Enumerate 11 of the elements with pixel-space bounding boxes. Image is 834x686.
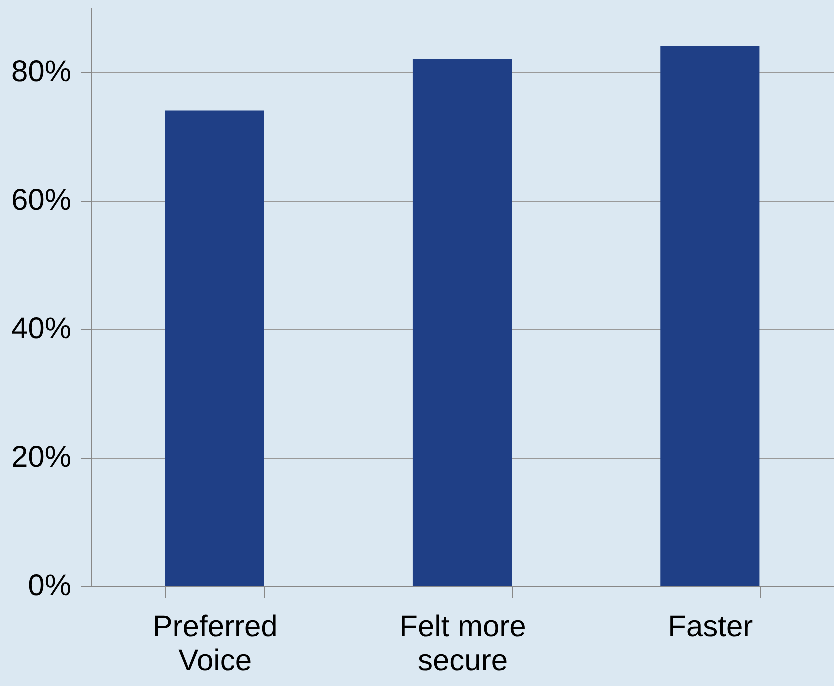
y-tick-label: 80% [11,56,72,89]
y-tick-label: 20% [11,441,72,474]
bar [660,46,760,586]
x-tick-label: Preferred Voice [152,610,278,678]
y-tick-label: 60% [11,184,72,218]
x-tick-label: Faster [668,610,754,644]
y-tick-label: 40% [11,312,72,346]
y-tick-label: 0% [28,570,72,602]
bar [412,59,512,586]
x-tick-label: Felt more secure [400,610,526,678]
bar [165,110,264,586]
